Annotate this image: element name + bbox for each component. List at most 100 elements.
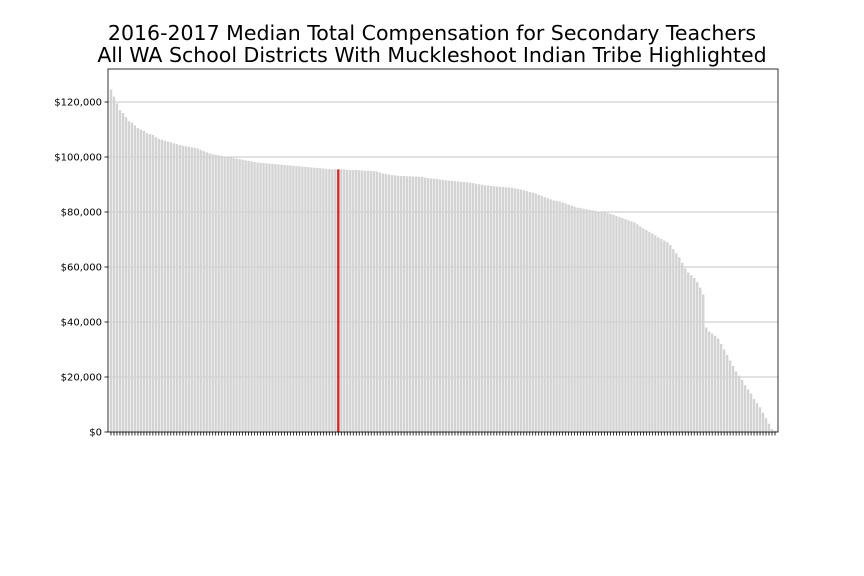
bar (247, 160, 250, 432)
bar (361, 170, 364, 432)
x-ticks (110, 432, 776, 436)
bar (618, 216, 621, 432)
bar (253, 161, 256, 432)
bar (384, 174, 388, 433)
bar (208, 153, 211, 433)
bar (343, 169, 346, 432)
bar (402, 175, 406, 432)
bar (373, 171, 376, 433)
bar (627, 220, 630, 432)
bar (767, 423, 771, 432)
plot-frame (107, 68, 779, 433)
bar (770, 429, 774, 432)
bar (193, 147, 196, 433)
bar (118, 110, 122, 432)
bar (205, 152, 208, 432)
bar (319, 168, 322, 432)
bar (405, 176, 409, 432)
bar (358, 170, 361, 432)
bar (349, 169, 352, 433)
y-tick-label: $20,000 (61, 373, 102, 384)
bar (139, 129, 143, 432)
bar (423, 177, 427, 432)
bar (725, 355, 729, 432)
bar (734, 371, 738, 432)
bar (199, 149, 202, 432)
bar (591, 210, 594, 432)
bar (588, 209, 591, 432)
bar (304, 166, 307, 432)
bar-highlighted (337, 169, 340, 432)
bar (549, 199, 552, 432)
bar (633, 222, 636, 432)
bar (441, 180, 445, 432)
bar (696, 282, 699, 432)
bar (390, 175, 394, 432)
bar (672, 249, 675, 432)
bar (268, 163, 271, 432)
bar (528, 191, 531, 432)
bar (708, 331, 711, 432)
bar (710, 333, 714, 432)
bar (184, 146, 187, 432)
bar (465, 182, 469, 432)
bar (459, 181, 463, 432)
bar (606, 213, 609, 432)
bar (570, 205, 573, 432)
bar (435, 179, 439, 432)
bar (190, 147, 193, 432)
bar (722, 349, 726, 432)
bar (283, 164, 286, 432)
bar (755, 403, 759, 432)
bar (507, 187, 510, 432)
bar (387, 174, 391, 432)
bar (280, 164, 283, 432)
bar (648, 231, 651, 432)
bar (109, 89, 113, 432)
bar (731, 366, 735, 432)
bar (702, 294, 705, 432)
bar (214, 154, 217, 433)
bar (352, 169, 355, 433)
bar (705, 327, 708, 432)
bar (447, 180, 451, 432)
bar (250, 161, 253, 432)
bar (429, 178, 433, 432)
bar (241, 159, 244, 432)
bar (438, 179, 442, 432)
bar (376, 171, 379, 432)
bar (322, 168, 325, 433)
bar (151, 135, 155, 432)
bar (301, 166, 304, 432)
bar (262, 163, 265, 433)
bar (651, 233, 654, 432)
bar (127, 121, 131, 432)
bar (244, 160, 247, 433)
bar (426, 178, 430, 432)
bar (307, 167, 310, 433)
bar (636, 224, 639, 432)
bar (211, 154, 214, 432)
bar (346, 169, 349, 432)
bar (334, 169, 337, 432)
bar (585, 209, 588, 432)
y-tick-label: $120,000 (54, 98, 102, 109)
bar (639, 226, 642, 432)
bar (764, 418, 768, 432)
bar (603, 212, 606, 432)
bar (699, 287, 702, 432)
bar (531, 192, 534, 432)
bar (133, 125, 137, 432)
bar (196, 148, 199, 432)
bar (417, 176, 421, 432)
bar (187, 146, 190, 432)
bar (713, 335, 717, 432)
bar (130, 122, 134, 432)
bar (609, 213, 612, 432)
bar (136, 128, 140, 432)
bar (181, 145, 184, 432)
bar (630, 221, 633, 432)
bar (582, 208, 585, 432)
bar (597, 211, 600, 432)
bar (492, 186, 496, 432)
